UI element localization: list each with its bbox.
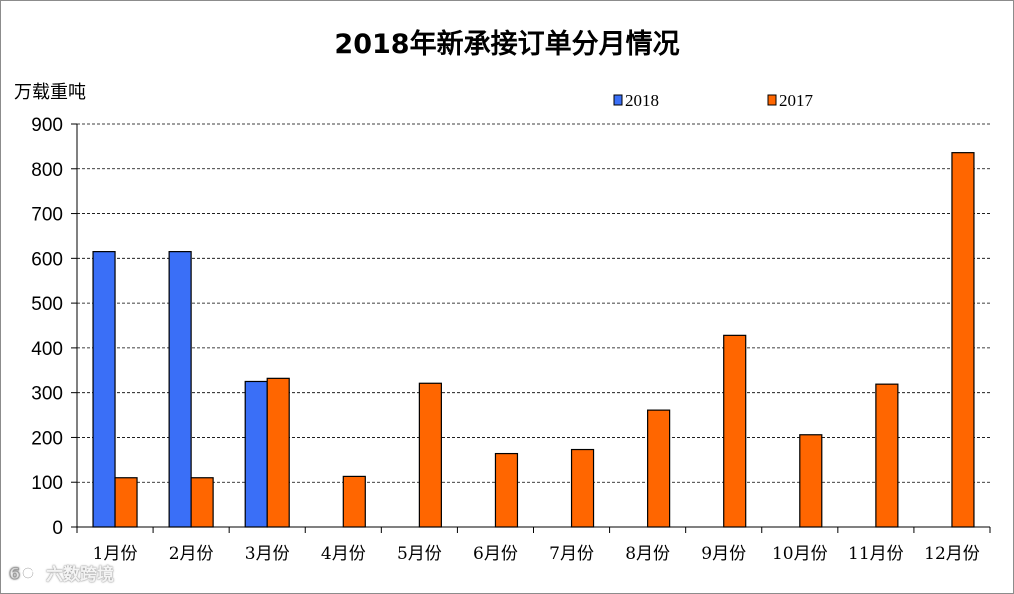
svg-text:6: 6: [9, 564, 20, 583]
x-tick-label: 2月份: [169, 544, 214, 564]
bar-2017: [418, 382, 442, 528]
x-tick-label: 9月份: [701, 544, 746, 564]
y-tick-label: 700: [31, 205, 63, 226]
bar-2017: [266, 377, 290, 528]
bar-2017: [494, 452, 519, 528]
legend-label: 2017: [779, 91, 814, 110]
y-tick-label: 200: [31, 428, 63, 449]
x-tick-label: 10月份: [772, 544, 828, 564]
bar-2017: [799, 434, 823, 528]
x-tick-label: 5月份: [397, 544, 442, 564]
y-tick-label: 100: [31, 473, 63, 494]
bar-2017: [951, 152, 975, 528]
y-tick-label: 600: [31, 249, 63, 270]
y-tick-label: 0: [52, 518, 63, 539]
y-tick-label: 800: [31, 160, 63, 181]
y-tick-label: 900: [31, 115, 63, 136]
legend-swatch: [613, 94, 623, 106]
legend-swatch: [767, 94, 777, 106]
bar-2018: [244, 380, 268, 528]
bar-2017: [875, 383, 899, 528]
x-tick-label: 4月份: [321, 544, 366, 564]
x-tick-label: 12月份: [924, 544, 980, 564]
watermark: 6 六数跨境: [8, 560, 114, 585]
chart-title: 2018年新承接订单分月情况: [334, 29, 680, 60]
x-tick-label: 11月份: [848, 544, 904, 564]
legend-label: 2018: [625, 91, 659, 110]
x-tick-label: 6月份: [473, 544, 518, 564]
x-tick-label: 8月份: [625, 544, 670, 564]
y-tick-label: 500: [31, 294, 63, 315]
watermark-text: 六数跨境: [46, 565, 114, 585]
bar-2017: [570, 448, 595, 528]
bar-2017: [114, 477, 138, 528]
y-tick-label: 300: [31, 384, 63, 405]
bar-2017: [342, 475, 366, 528]
x-tick-label: 7月份: [549, 544, 594, 564]
bar-2017: [190, 477, 214, 528]
x-tick-label: 3月份: [245, 544, 290, 564]
x-tick-label: 1月份: [93, 544, 138, 564]
bar-2018: [92, 251, 116, 528]
bar-2017: [723, 334, 747, 528]
logo-icon: 6: [9, 563, 40, 583]
y-axis-label: 万载重吨: [14, 82, 86, 103]
bar-2017: [647, 409, 671, 528]
y-tick-label: 400: [31, 339, 63, 360]
bar-2018: [168, 251, 192, 528]
